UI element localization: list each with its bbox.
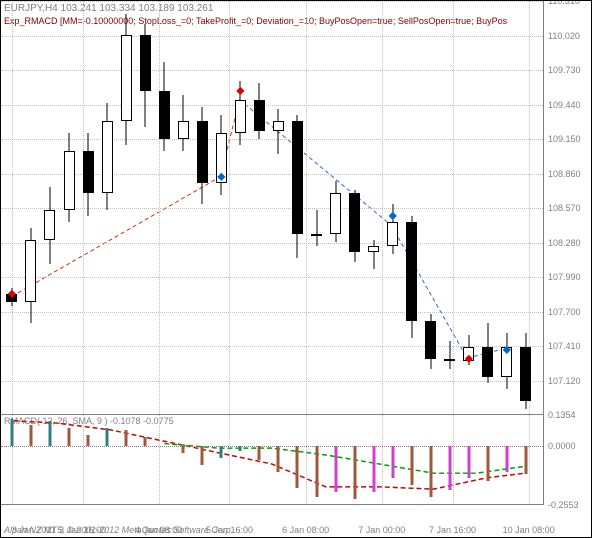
candle [178, 95, 189, 151]
histogram-bar [87, 435, 90, 447]
histogram-bar [48, 421, 51, 446]
time-tick: 5 Jan 16:00 [206, 525, 253, 535]
candle [501, 333, 512, 389]
time-tick: 4 Jan 08:00 [135, 525, 182, 535]
histogram-bar [125, 430, 128, 446]
price-tick: 110.310 [548, 0, 580, 6]
candle [102, 103, 113, 210]
chart-window: EURJPY,H4 103.241 103.334 103.189 103.26… [0, 0, 592, 538]
price-tick: 109.730 [548, 65, 581, 75]
indicator-tick: 0.1354 [548, 410, 576, 420]
candle [159, 62, 170, 151]
price-tick: 107.990 [548, 272, 581, 282]
symbol-title: EURJPY,H4 103.241 103.334 103.189 103.26… [4, 3, 213, 14]
indicator-tick: -0.2553 [548, 500, 579, 510]
price-tick: 108.860 [548, 169, 581, 179]
histogram-bar [220, 446, 223, 458]
histogram-bar [10, 419, 13, 447]
time-axis: Alpari NZ MT5, © 2001-2012 MetaQuotes So… [1, 519, 543, 537]
histogram-bar [486, 446, 489, 481]
candle [254, 83, 265, 139]
time-tick: 3 Jan 16:00 [59, 525, 106, 535]
histogram-bar [106, 428, 109, 446]
candle [197, 107, 208, 205]
histogram-bar [296, 446, 299, 487]
candle [520, 333, 531, 409]
price-tick: 109.440 [548, 100, 581, 110]
candle [121, 14, 132, 145]
histogram-bar [467, 446, 470, 478]
price-pane[interactable]: EURJPY,H4 103.241 103.334 103.189 103.26… [1, 1, 543, 415]
histogram-bar [277, 446, 280, 471]
candle [216, 115, 227, 195]
ea-params-text: Exp_RMACD [MM=-0.10000000; StopLoss_=0; … [4, 16, 507, 26]
time-tick: 10 Jan 08:00 [503, 525, 555, 535]
price-axis: 110.310 110.020 109.730 109.440 109.150 108.8… [543, 1, 591, 415]
histogram-bar [29, 425, 32, 446]
candle [482, 323, 493, 382]
candle [44, 187, 55, 264]
indicator-tick: 0.0000 [548, 441, 576, 451]
candle [406, 216, 417, 337]
price-tick: 108.280 [548, 238, 581, 248]
candle [330, 181, 341, 243]
histogram-bar [144, 437, 147, 446]
signal-marker: ◆ [503, 344, 511, 355]
candle [444, 341, 455, 368]
time-tick: 6 Jan 08:00 [282, 525, 329, 535]
histogram-bar [391, 446, 394, 478]
signal-marker: ◆ [237, 86, 245, 97]
histogram-bar [182, 446, 185, 453]
price-tick: 107.410 [548, 341, 581, 351]
histogram-bar [429, 446, 432, 497]
signal-marker: ◆ [465, 354, 473, 365]
indicator-axis: 0.13540.0000-0.2553 [543, 415, 591, 505]
histogram-bar [68, 428, 71, 446]
histogram-bar [524, 446, 527, 474]
candle [311, 210, 322, 246]
time-tick: 7 Jan 00:00 [358, 525, 405, 535]
candle [425, 314, 436, 369]
candle [292, 115, 303, 258]
price-tick: 110.020 [548, 31, 580, 41]
histogram-bar [315, 446, 318, 497]
histogram-bar [410, 446, 413, 485]
histogram-bar [239, 446, 242, 451]
histogram-bar [353, 446, 356, 499]
signal-marker: ◆ [217, 172, 225, 183]
time-tick: 3 Jan 2011 [12, 525, 56, 535]
candle [140, 24, 151, 128]
price-tick: 109.150 [548, 134, 581, 144]
histogram-bar [334, 446, 337, 492]
candle [349, 190, 360, 261]
histogram-bar [448, 446, 451, 490]
histogram-bar [258, 446, 261, 460]
time-tick: 7 Jan 16:00 [429, 525, 476, 535]
candle [83, 133, 94, 216]
signal-marker: ◆ [8, 288, 16, 299]
price-tick: 107.700 [548, 307, 581, 317]
candle [25, 228, 36, 323]
indicator-pane[interactable]: RMACD( 12, 26, SMA, 9 ) -0.1078 -0.0775 [1, 415, 543, 505]
candle [273, 109, 284, 154]
candle [64, 133, 75, 222]
price-tick: 108.570 [548, 203, 581, 213]
histogram-bar [372, 446, 375, 492]
signal-marker: ◆ [389, 211, 397, 222]
histogram-bar [201, 446, 204, 464]
candle [368, 240, 379, 269]
price-tick: 107.120 [548, 376, 581, 386]
histogram-bar [505, 446, 508, 471]
